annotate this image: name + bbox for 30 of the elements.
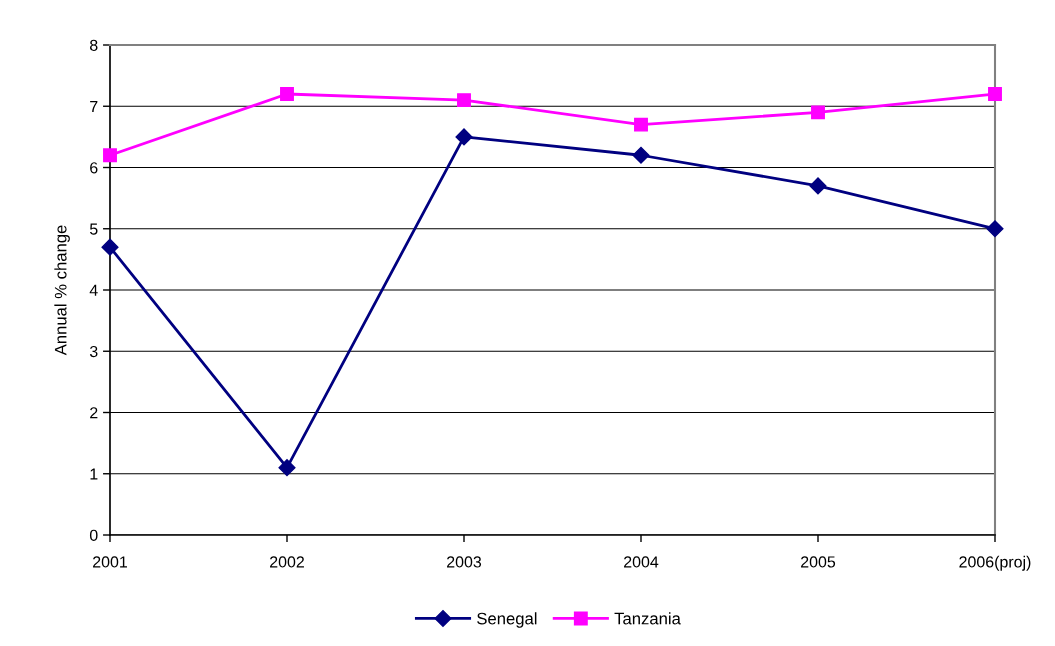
y-tick-label: 4 (89, 284, 98, 296)
legend-label: Tanzania (614, 612, 681, 625)
point (103, 148, 117, 163)
x-tick-label: 2003 (447, 556, 482, 568)
y-tick-label: 6 (90, 162, 98, 174)
point (811, 105, 825, 120)
point (988, 87, 1002, 101)
point (280, 87, 294, 101)
point (457, 93, 471, 108)
y-tick-label: 2 (90, 407, 98, 419)
point (101, 238, 119, 256)
point (809, 177, 827, 195)
y-tick-label: 3 (89, 345, 98, 358)
point (986, 220, 1004, 238)
y-axis-title: Annual % change (54, 225, 70, 356)
point (455, 128, 473, 146)
x-tick-label: 2001 (93, 556, 127, 568)
y-tick-label: 7 (90, 101, 98, 113)
x-tick-label: 2005 (801, 556, 836, 568)
y-tick-label: 8 (90, 39, 98, 51)
point (634, 117, 648, 132)
point (278, 459, 296, 477)
x-tick-label: 2002 (270, 556, 304, 568)
x-tick-label: 2004 (624, 556, 659, 568)
y-tick-label: 1 (90, 468, 98, 480)
y-tick-label: 0 (89, 529, 98, 541)
y-tick-label: 5 (89, 223, 98, 235)
x-tick-label: 2006(proj) (959, 555, 1031, 571)
legend-label: Senegal (477, 612, 537, 628)
point (632, 146, 650, 164)
